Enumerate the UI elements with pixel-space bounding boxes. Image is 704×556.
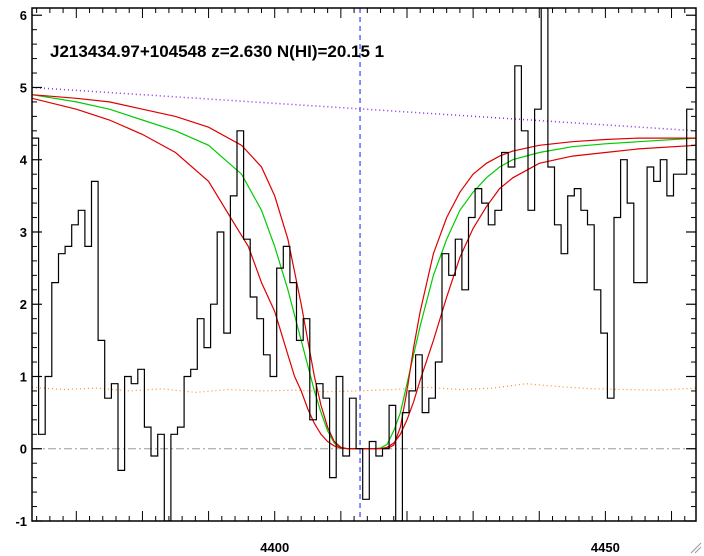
plot-data-layer	[32, 8, 696, 521]
y-tick-label: 4	[20, 153, 28, 168]
y-tick-label: 1	[20, 369, 27, 384]
model-series-2	[32, 94, 696, 450]
axes-layer: -1 0 1 2 3 4 5 6 4400 4450	[15, 7, 697, 555]
y-tick-label: 2	[20, 297, 27, 312]
x-tick-label: 4450	[591, 540, 620, 555]
x-tick-label: 4400	[260, 540, 289, 555]
spectrum-histogram	[32, 8, 694, 521]
model-series-4	[32, 383, 696, 394]
plot-frame	[31, 7, 697, 522]
y-tick-label: -1	[15, 514, 27, 529]
y-tick-label: 5	[20, 80, 27, 95]
chart-title: J213434.97+104548 z=2.630 N(HI)=20.15 1	[50, 42, 384, 61]
model-series-1	[32, 94, 696, 450]
y-tick-label: 3	[20, 225, 27, 240]
model-series-3	[32, 97, 696, 450]
y-tick-label: 6	[20, 8, 27, 23]
y-tick-label: 0	[20, 442, 27, 457]
continuum-line	[32, 86, 696, 132]
resize-grip-icon[interactable]	[690, 542, 702, 554]
